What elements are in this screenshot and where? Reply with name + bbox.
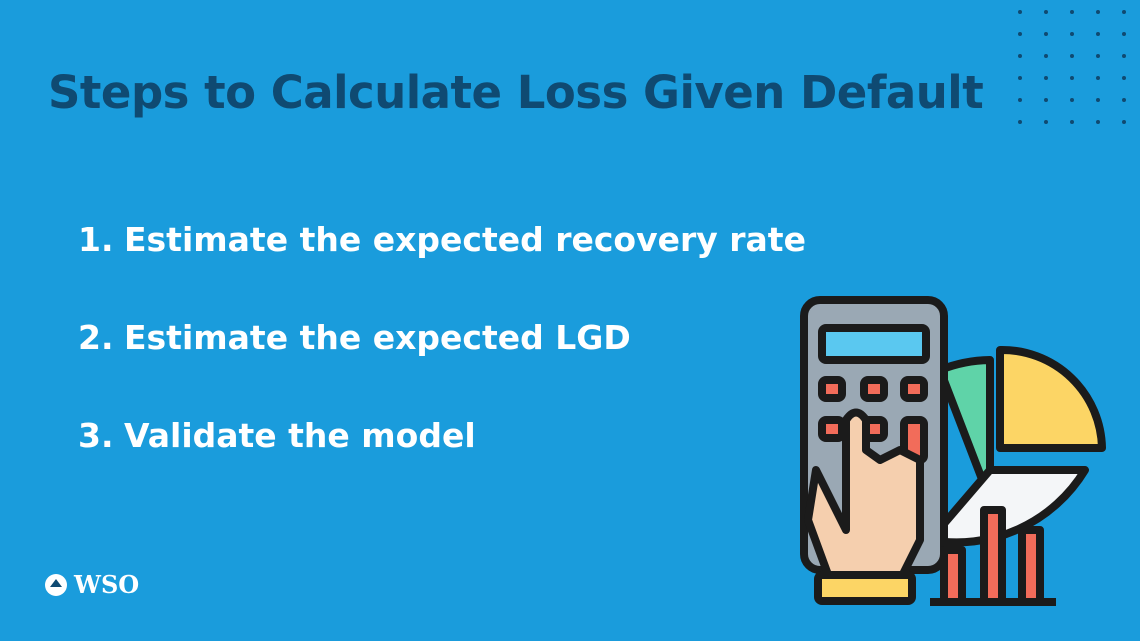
dot-grid — [1012, 6, 1140, 130]
step-text: Estimate the expected recovery rate — [124, 220, 806, 259]
step-number: 1. — [78, 220, 114, 259]
step-number: 2. — [78, 318, 114, 357]
step: 3. Validate the model — [78, 416, 806, 514]
step-list: 1. Estimate the expected recovery rate 2.… — [78, 220, 806, 514]
step-number: 3. — [78, 416, 114, 455]
logo-icon — [45, 573, 67, 596]
step: 2. Estimate the expected LGD — [78, 318, 806, 416]
step: 1. Estimate the expected recovery rate — [78, 220, 806, 318]
step-text: Estimate the expected LGD — [124, 318, 631, 357]
title: Steps to Calculate Loss Given Default — [48, 66, 984, 119]
illustration — [800, 296, 1106, 606]
logo: WSO — [44, 570, 139, 599]
step-text: Validate the model — [124, 416, 476, 455]
logo-text: WSO — [74, 570, 140, 599]
